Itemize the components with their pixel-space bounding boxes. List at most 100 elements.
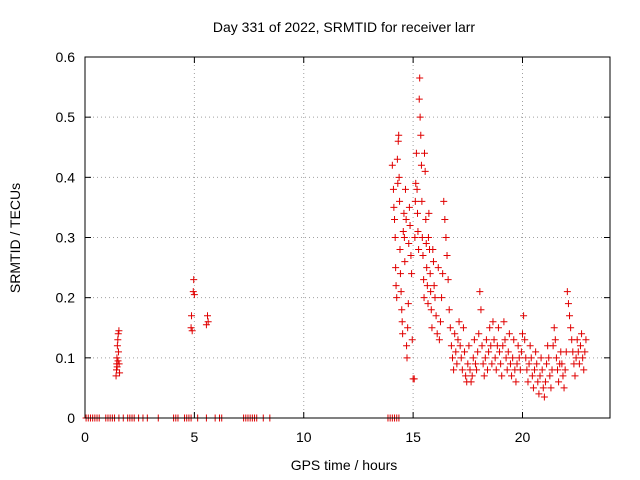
data-point bbox=[501, 336, 509, 344]
data-point bbox=[396, 197, 404, 205]
data-point bbox=[554, 366, 561, 374]
data-point bbox=[393, 155, 401, 163]
data-point bbox=[539, 384, 547, 392]
data-point bbox=[188, 312, 196, 320]
data-point bbox=[581, 348, 589, 356]
data-point bbox=[399, 330, 407, 338]
data-point bbox=[551, 336, 559, 344]
data-point bbox=[438, 294, 446, 302]
data-point bbox=[401, 185, 409, 193]
data-point bbox=[497, 360, 505, 368]
data-point bbox=[404, 300, 412, 308]
data-point bbox=[516, 366, 524, 374]
data-point bbox=[481, 354, 489, 362]
data-point bbox=[113, 354, 121, 362]
data-point bbox=[521, 336, 529, 344]
data-point bbox=[407, 252, 415, 260]
data-point bbox=[411, 234, 419, 241]
data-point bbox=[471, 360, 479, 368]
data-point bbox=[475, 330, 483, 338]
data-point bbox=[550, 324, 558, 332]
data-point bbox=[430, 282, 438, 290]
data-point bbox=[563, 288, 571, 296]
data-point bbox=[503, 366, 511, 374]
data-point bbox=[514, 342, 522, 350]
data-point bbox=[527, 354, 535, 362]
data-point bbox=[464, 360, 472, 368]
data-point bbox=[533, 360, 541, 368]
data-point bbox=[560, 384, 568, 392]
data-point bbox=[446, 324, 454, 332]
data-point bbox=[458, 366, 466, 374]
data-point bbox=[543, 360, 551, 368]
data-point bbox=[576, 342, 584, 350]
data-point bbox=[528, 372, 536, 380]
data-point bbox=[114, 357, 122, 365]
data-point bbox=[390, 203, 398, 211]
data-point bbox=[204, 312, 211, 320]
y-tick-label: 0.6 bbox=[56, 49, 76, 65]
data-point bbox=[392, 282, 400, 290]
data-point bbox=[496, 348, 504, 356]
data-point bbox=[400, 234, 408, 241]
data-point bbox=[425, 209, 433, 217]
data-point bbox=[113, 366, 120, 374]
data-point bbox=[424, 300, 432, 308]
data-point bbox=[519, 330, 526, 338]
data-point bbox=[202, 321, 210, 329]
data-point bbox=[574, 348, 582, 356]
data-point bbox=[487, 342, 495, 350]
data-point bbox=[433, 330, 441, 338]
data-point bbox=[399, 227, 407, 235]
data-point bbox=[426, 270, 434, 278]
data-point bbox=[504, 348, 512, 356]
data-point bbox=[502, 354, 510, 362]
data-point bbox=[421, 149, 428, 157]
data-point bbox=[469, 354, 477, 362]
data-point bbox=[529, 384, 537, 392]
data-point bbox=[442, 234, 450, 241]
data-point bbox=[541, 378, 549, 386]
data-point bbox=[470, 336, 478, 344]
data-point bbox=[558, 360, 566, 368]
data-point bbox=[395, 173, 403, 181]
data-point bbox=[452, 348, 460, 356]
data-point bbox=[455, 318, 463, 326]
data-point bbox=[423, 264, 431, 272]
data-point bbox=[429, 246, 437, 254]
data-point bbox=[484, 366, 491, 374]
data-point bbox=[476, 288, 484, 296]
data-point bbox=[439, 270, 447, 278]
data-point bbox=[423, 282, 431, 290]
data-point bbox=[450, 366, 458, 374]
data-point bbox=[420, 276, 428, 284]
data-point bbox=[405, 240, 413, 248]
data-point bbox=[427, 288, 435, 296]
data-point bbox=[427, 306, 435, 314]
data-point bbox=[422, 240, 430, 248]
chart-title: Day 331 of 2022, SRMTID for receiver lar… bbox=[213, 19, 476, 35]
data-point bbox=[113, 342, 121, 350]
data-point bbox=[392, 264, 400, 272]
data-point bbox=[562, 348, 570, 356]
data-point bbox=[453, 360, 461, 368]
data-point bbox=[440, 197, 448, 205]
data-point bbox=[573, 336, 581, 344]
data-point bbox=[459, 324, 467, 332]
data-point bbox=[190, 276, 198, 284]
data-point bbox=[435, 336, 443, 344]
data-point bbox=[401, 258, 409, 266]
data-point bbox=[462, 372, 470, 380]
data-point bbox=[434, 264, 442, 272]
data-point bbox=[408, 336, 416, 344]
data-point bbox=[403, 342, 411, 350]
data-point bbox=[486, 324, 494, 332]
data-point bbox=[508, 372, 516, 380]
data-point bbox=[391, 215, 399, 223]
data-point bbox=[400, 209, 408, 217]
data-point bbox=[488, 360, 496, 368]
data-point bbox=[444, 276, 452, 284]
data-point bbox=[388, 161, 396, 169]
data-point bbox=[559, 372, 567, 380]
